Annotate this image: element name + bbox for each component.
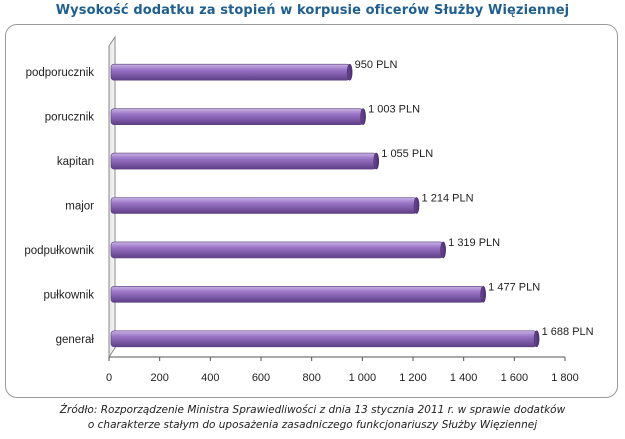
x-tick-label: 1 800 bbox=[551, 372, 579, 384]
category-label: generał bbox=[56, 334, 95, 346]
data-label: 1 319 PLN bbox=[448, 237, 500, 249]
x-tick-label: 1 200 bbox=[399, 372, 427, 384]
bar bbox=[110, 241, 444, 259]
x-tick-label: 200 bbox=[150, 372, 168, 384]
data-label: 1 214 PLN bbox=[422, 193, 474, 205]
category-label: pułkownik bbox=[44, 289, 95, 301]
source-line-1: Źródło: Rozporządzenie Ministra Sprawied… bbox=[59, 404, 566, 416]
bar-end-cap bbox=[360, 108, 366, 125]
x-tick-label: 1 600 bbox=[501, 372, 529, 384]
x-tick-label: 800 bbox=[302, 372, 320, 384]
bar-end-cap bbox=[373, 152, 380, 170]
bar-end-cap bbox=[480, 286, 486, 303]
x-tick-label: 0 bbox=[106, 372, 112, 384]
x-tick-label: 600 bbox=[252, 372, 270, 384]
x-tick-label: 1 000 bbox=[349, 372, 377, 384]
bar-end-cap bbox=[440, 241, 446, 259]
bar bbox=[110, 63, 350, 81]
data-label: 1 688 PLN bbox=[542, 326, 594, 338]
data-label: 1 477 PLN bbox=[488, 281, 540, 293]
bar bbox=[110, 286, 484, 303]
bar-end-cap bbox=[533, 330, 540, 348]
data-label: 1 055 PLN bbox=[381, 148, 433, 160]
category-label: kapitan bbox=[57, 156, 94, 168]
category-label: podpułkownik bbox=[24, 245, 94, 257]
bar bbox=[110, 330, 537, 348]
category-label: podporucznik bbox=[26, 67, 95, 79]
chart-title: Wysokość dodatku za stopień w korpusie o… bbox=[55, 3, 570, 18]
chart-side-wall bbox=[108, 35, 116, 359]
x-tick-label: 1 400 bbox=[450, 372, 478, 384]
bar bbox=[110, 152, 377, 170]
data-label: 1 003 PLN bbox=[368, 104, 420, 116]
bar bbox=[110, 108, 364, 125]
bar bbox=[110, 197, 417, 214]
data-label: 950 PLN bbox=[355, 59, 398, 71]
bar-end-cap bbox=[346, 63, 353, 81]
source-line-2: o charakterze stałym do uposażenia zasad… bbox=[87, 419, 538, 431]
source-note: Źródło: Rozporządzenie Ministra Sprawied… bbox=[0, 403, 625, 433]
category-label: major bbox=[65, 201, 94, 213]
bar-end-cap bbox=[413, 197, 420, 214]
category-label: porucznik bbox=[45, 112, 94, 124]
x-tick-label: 400 bbox=[201, 372, 219, 384]
